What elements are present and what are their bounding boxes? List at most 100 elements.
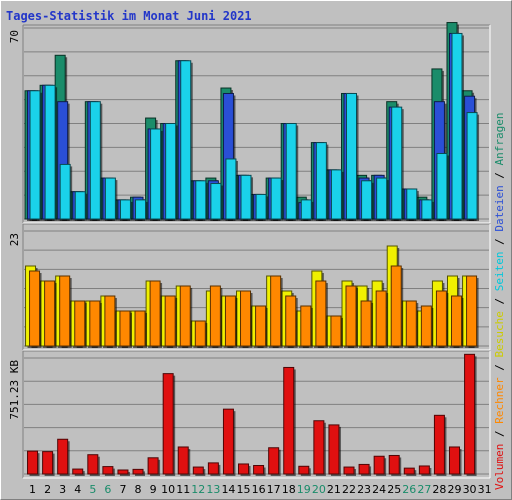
bar-volumen-day-15: [238, 463, 250, 475]
bar-rechner-day-10: [164, 295, 176, 347]
bar-seiten-day-5: [89, 101, 101, 220]
bar-volumen-day-1: [27, 450, 39, 475]
bar-seiten-day-1: [29, 90, 41, 220]
bar-seiten-day-11: [180, 60, 192, 220]
x-tick-label-day-1: 1: [29, 483, 36, 496]
bar-volumen-day-6: [102, 466, 114, 475]
bar-rechner-day-22: [345, 285, 357, 347]
bar-rechner-day-18: [285, 295, 297, 347]
legend-separator: /: [493, 424, 506, 444]
legend-entry-rechner: Rechner: [493, 377, 506, 424]
x-tick-label-day-10: 10: [161, 483, 175, 496]
bar-volumen-day-26: [403, 467, 415, 475]
x-tick-label-day-27: 27: [417, 483, 431, 496]
bar-seiten-day-23: [361, 180, 373, 220]
x-tick-label-day-14: 14: [221, 483, 235, 496]
y-max-label: 751.23 KB: [8, 360, 21, 420]
bar-rechner-day-16: [255, 305, 267, 347]
x-tick-label-day-9: 9: [150, 483, 157, 496]
x-tick-label-day-13: 13: [206, 483, 220, 496]
panel-requests: 70: [8, 22, 491, 224]
x-tick-label-day-12: 12: [191, 483, 205, 496]
bar-seiten-day-18: [285, 123, 297, 220]
bar-volumen-day-7: [117, 469, 129, 475]
x-tick-label-day-18: 18: [282, 483, 296, 496]
bar-volumen-day-28: [433, 414, 445, 475]
x-tick-label-day-17: 17: [267, 483, 281, 496]
bar-seiten-day-10: [165, 123, 177, 220]
bar-volumen-day-18: [283, 366, 295, 475]
bar-rechner-day-26: [405, 300, 417, 347]
bar-rechner-day-17: [270, 275, 282, 347]
legend: Volumen / Rechner / Besuche / Seiten / D…: [493, 112, 506, 490]
panel-visits: 23: [8, 223, 491, 351]
x-tick-label-day-3: 3: [59, 483, 66, 496]
bar-seiten-day-8: [135, 199, 147, 220]
x-tick-label-day-5: 5: [89, 483, 96, 496]
bar-seiten-day-24: [376, 177, 388, 220]
bar-rechner-day-3: [59, 275, 71, 347]
bar-rechner-day-28: [435, 290, 447, 347]
bar-volumen-day-30: [464, 353, 476, 475]
bar-seiten-day-9: [150, 128, 162, 220]
x-tick-label-day-4: 4: [74, 483, 81, 496]
y-max-label: 23: [8, 233, 21, 246]
bar-volumen-day-2: [42, 451, 54, 475]
bar-seiten-day-6: [104, 177, 116, 220]
x-tick-label-day-16: 16: [252, 483, 266, 496]
bar-volumen-day-20: [313, 420, 325, 475]
bar-seiten-day-4: [74, 191, 86, 220]
bar-seiten-day-22: [346, 92, 358, 220]
bar-volumen-day-19: [298, 465, 310, 475]
bar-seiten-day-20: [315, 142, 327, 220]
legend-entry-anfragen: Anfragen: [493, 112, 506, 165]
x-tick-label-day-7: 7: [119, 483, 126, 496]
x-tick-label-day-29: 29: [447, 483, 461, 496]
bar-volumen-day-9: [147, 457, 159, 475]
bar-volumen-day-14: [222, 408, 234, 475]
bar-seiten-day-13: [210, 183, 222, 220]
chart-title: Tages-Statistik im Monat Juni 2021: [6, 9, 252, 23]
bar-volumen-day-12: [192, 466, 204, 475]
x-tick-label-day-31: 31: [478, 483, 492, 496]
x-tick-label-day-11: 11: [176, 483, 190, 496]
bar-volumen-day-22: [343, 466, 355, 475]
bar-seiten-day-2: [44, 84, 56, 220]
bar-rechner-day-25: [390, 265, 402, 347]
x-tick-label-day-2: 2: [44, 483, 51, 496]
bar-seiten-day-21: [330, 169, 342, 220]
bar-rechner-day-5: [89, 300, 101, 347]
bar-volumen-day-29: [448, 446, 460, 475]
legend-entry-besuche: Besuche: [493, 311, 506, 357]
bar-volumen-day-17: [268, 447, 280, 475]
bar-volumen-day-10: [162, 373, 174, 475]
bar-seiten-day-16: [255, 193, 267, 220]
bar-seiten-day-25: [391, 106, 403, 220]
bar-rechner-day-2: [44, 280, 56, 347]
bar-rechner-day-15: [240, 290, 252, 347]
bar-seiten-day-7: [119, 199, 131, 220]
bar-volumen-day-11: [177, 446, 189, 475]
bar-volumen-day-27: [418, 465, 430, 475]
bar-rechner-day-21: [330, 315, 342, 347]
bar-rechner-day-23: [360, 300, 372, 347]
bar-rechner-day-4: [74, 300, 86, 347]
x-tick-label-day-21: 21: [327, 483, 341, 496]
bar-rechner-day-27: [420, 305, 432, 347]
bar-rechner-day-14: [224, 295, 236, 347]
bar-rechner-day-6: [104, 295, 116, 347]
bar-seiten-day-28: [436, 153, 448, 220]
bar-rechner-day-11: [179, 285, 191, 347]
bar-volumen-day-3: [57, 438, 69, 475]
bar-volumen-day-23: [358, 463, 370, 475]
bar-volumen-day-24: [373, 455, 385, 475]
bar-rechner-day-29: [450, 295, 462, 347]
bar-volumen-day-16: [253, 465, 265, 475]
panel-background: [23, 351, 490, 478]
x-tick-label-day-19: 19: [297, 483, 311, 496]
bar-rechner-day-8: [134, 310, 146, 347]
panel-volume: 751.23 KB: [8, 350, 491, 479]
bar-volumen-day-4: [72, 468, 84, 475]
bar-rechner-day-13: [209, 285, 221, 347]
bar-seiten-day-19: [300, 199, 312, 220]
